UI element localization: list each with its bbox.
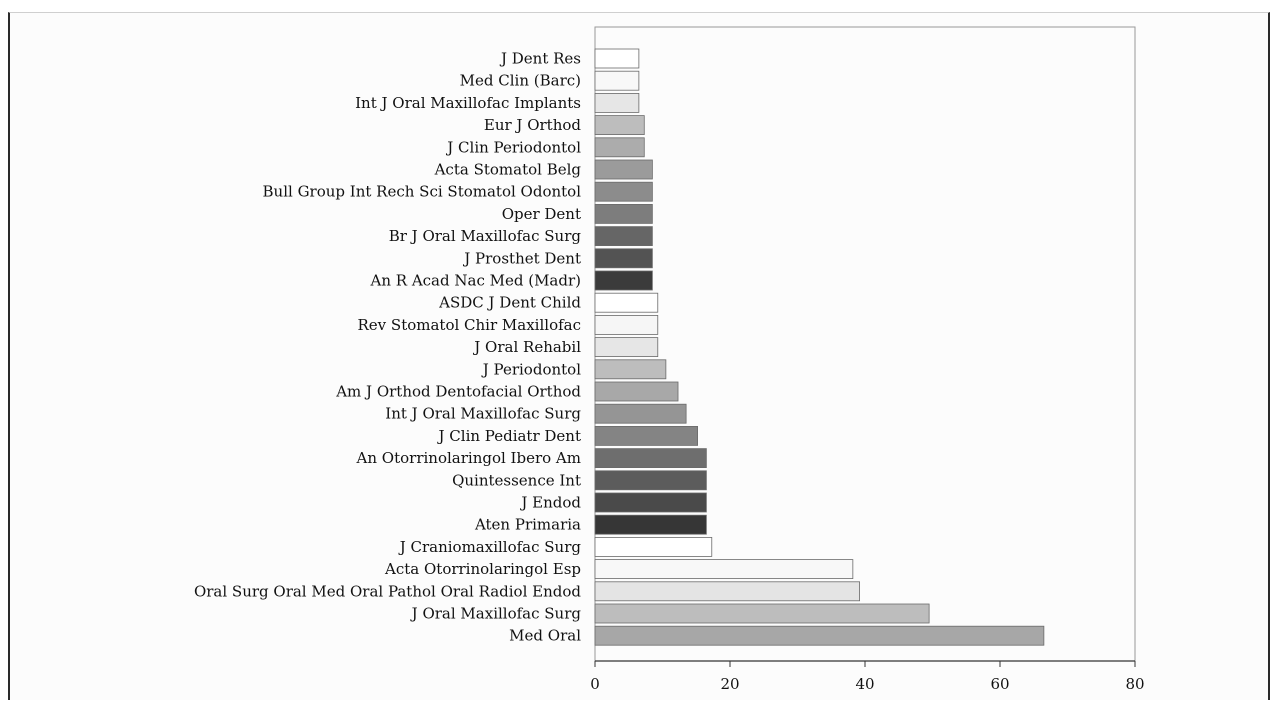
x-tick-label: 40 (855, 675, 874, 693)
category-label: Br J Oral Maxillofac Surg (389, 227, 582, 245)
bar (594, 403, 687, 424)
x-tick-label: 20 (720, 675, 739, 693)
bar (594, 248, 653, 269)
bar (594, 381, 679, 402)
bar (594, 537, 713, 557)
category-label: Acta Otorrinolaringol Esp (384, 560, 581, 578)
bar (594, 625, 1045, 646)
bar (594, 514, 707, 535)
category-label: An R Acad Nac Med (Madr) (370, 272, 582, 290)
bar (594, 137, 645, 158)
bar (594, 359, 667, 380)
x-tick-label: 80 (1125, 675, 1144, 693)
category-label: Oper Dent (502, 205, 581, 223)
category-label: Rev Stomatol Chir Maxillofac (358, 316, 582, 334)
bar (594, 581, 861, 602)
category-label: J Prosthet Dent (462, 249, 581, 267)
category-label: J Craniomaxillofac Surg (398, 538, 582, 556)
bar (594, 292, 659, 313)
figure-frame: J Dent Res Med Clin (Barc) Int J Oral Maxi… (8, 12, 1270, 700)
bar (594, 93, 640, 113)
bar (594, 559, 854, 579)
category-label: An Otorrinolaringol Ibero Am (356, 449, 581, 467)
category-label: J Periodontol (481, 360, 581, 378)
bar (594, 48, 640, 69)
category-label: Quintessence Int (452, 471, 581, 489)
category-label: Oral Surg Oral Med Oral Pathol Oral Radi… (194, 582, 581, 600)
category-label: ASDC J Dent Child (438, 294, 581, 312)
bar (594, 181, 653, 202)
bar (594, 603, 930, 624)
category-label: Int J Oral Maxillofac Surg (385, 405, 581, 423)
x-tick-label: 60 (990, 675, 1009, 693)
bar (594, 226, 653, 247)
bar (594, 337, 659, 358)
category-label: Med Clin (Barc) (460, 72, 581, 90)
category-label: J Oral Maxillofac Surg (410, 605, 582, 623)
bar (594, 492, 707, 513)
bar (594, 270, 653, 291)
category-label: Int J Oral Maxillofac Implants (355, 94, 581, 112)
bar (594, 159, 653, 180)
bar (594, 70, 640, 91)
category-label: Eur J Orthod (484, 116, 582, 134)
bar (594, 470, 707, 491)
category-label: Acta Stomatol Belg (434, 161, 582, 179)
bar (594, 203, 653, 224)
bars-group (594, 48, 1045, 646)
bar (594, 115, 645, 135)
bar (594, 314, 659, 335)
category-labels: J Dent Res Med Clin (Barc) Int J Oral Maxi… (194, 50, 581, 645)
bar (594, 425, 698, 446)
category-label: Bull Group Int Rech Sci Stomatol Odontol (263, 183, 582, 201)
bar (594, 448, 707, 469)
bar-chart: J Dent Res Med Clin (Barc) Int J Oral Maxi… (194, 26, 1145, 693)
category-label: Aten Primaria (474, 516, 581, 534)
category-label: J Endod (519, 494, 581, 512)
category-label: Am J Orthod Dentofacial Orthod (335, 383, 581, 401)
category-label: J Dent Res (499, 50, 581, 68)
category-label: J Clin Periodontol (445, 138, 581, 156)
category-label: J Oral Rehabil (472, 338, 581, 356)
x-tick-label: 0 (590, 675, 600, 693)
category-label: Med Oral (509, 627, 581, 645)
category-label: J Clin Pediatr Dent (437, 427, 581, 445)
x-axis-ticks: 0 20 40 60 80 (590, 661, 1145, 693)
